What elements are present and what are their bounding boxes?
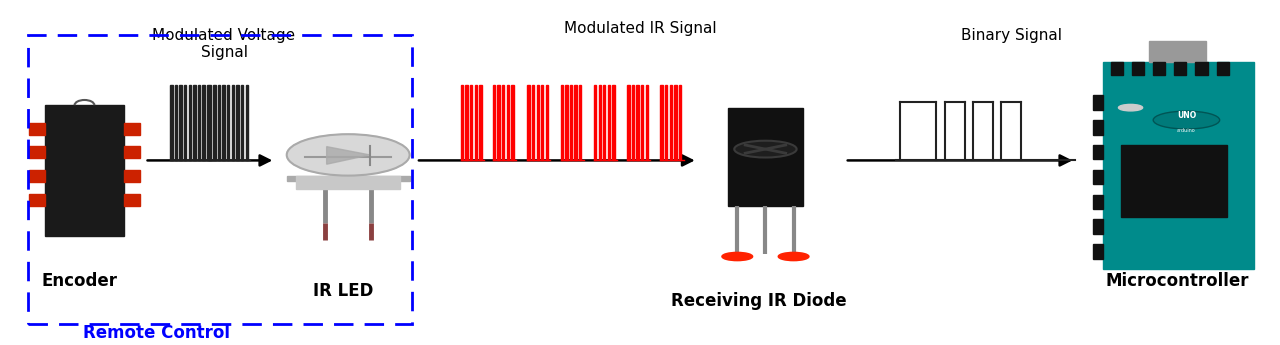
Polygon shape — [326, 147, 370, 164]
Bar — [570, 85, 572, 160]
Bar — [170, 85, 173, 160]
Bar — [124, 194, 140, 206]
Text: Modulated Voltage
Signal: Modulated Voltage Signal — [152, 28, 296, 60]
Bar — [1111, 62, 1123, 75]
Bar — [29, 194, 45, 206]
Bar — [1093, 145, 1103, 159]
Bar — [287, 176, 410, 181]
Bar — [227, 85, 229, 160]
Bar — [470, 85, 472, 160]
Bar — [223, 85, 225, 160]
Bar — [175, 85, 177, 160]
Bar — [666, 85, 667, 160]
Bar — [575, 85, 577, 160]
Text: IR LED: IR LED — [312, 282, 374, 300]
Bar — [728, 108, 803, 206]
Bar — [124, 123, 140, 135]
Bar — [511, 85, 513, 160]
Bar — [232, 85, 234, 160]
Bar — [608, 85, 611, 160]
Bar — [1093, 195, 1103, 209]
Bar — [527, 85, 530, 160]
Bar — [507, 85, 509, 160]
Bar — [198, 85, 200, 160]
Bar — [1093, 120, 1103, 135]
Bar — [1196, 62, 1207, 75]
Bar — [594, 85, 596, 160]
Bar — [45, 105, 124, 236]
Bar — [1174, 62, 1187, 75]
Bar — [541, 85, 544, 160]
Text: Encoder: Encoder — [41, 272, 118, 290]
Bar — [479, 85, 481, 160]
Bar — [498, 85, 499, 160]
Bar — [1217, 62, 1229, 75]
Text: Remote Control: Remote Control — [83, 324, 230, 342]
Text: Microcontroller: Microcontroller — [1106, 272, 1249, 290]
Bar — [627, 85, 630, 160]
Bar — [675, 85, 677, 160]
Bar — [184, 85, 187, 160]
Bar — [29, 146, 45, 158]
Bar — [603, 85, 605, 160]
Bar — [536, 85, 539, 160]
Bar — [124, 170, 140, 182]
Bar — [246, 85, 248, 160]
Bar — [124, 146, 140, 158]
Bar — [636, 85, 639, 160]
Bar — [188, 85, 191, 160]
Bar — [532, 85, 534, 160]
Bar — [561, 85, 563, 160]
Bar — [237, 85, 238, 160]
Bar — [241, 85, 243, 160]
Bar — [1148, 41, 1206, 62]
Bar — [669, 85, 672, 160]
Circle shape — [735, 141, 796, 158]
Text: Modulated IR Signal: Modulated IR Signal — [563, 21, 717, 36]
Text: Binary Signal: Binary Signal — [961, 28, 1061, 42]
Circle shape — [722, 252, 753, 261]
Bar — [1153, 62, 1165, 75]
Bar — [1103, 62, 1254, 269]
Bar — [209, 85, 211, 160]
Bar — [207, 85, 210, 160]
Bar — [641, 85, 644, 160]
Bar — [29, 170, 45, 182]
Bar — [179, 85, 182, 160]
Bar — [566, 85, 567, 160]
Circle shape — [1153, 111, 1220, 129]
Bar — [202, 85, 205, 160]
Bar — [193, 85, 196, 160]
Text: UNO: UNO — [1176, 111, 1196, 120]
Bar — [1093, 219, 1103, 234]
Bar — [599, 85, 600, 160]
Bar — [214, 85, 215, 160]
Text: arduino: arduino — [1178, 128, 1196, 133]
Bar — [645, 85, 648, 160]
Bar — [678, 85, 681, 160]
Bar — [218, 85, 220, 160]
Bar — [1093, 244, 1103, 259]
Bar — [29, 123, 45, 135]
Bar — [461, 85, 463, 160]
Bar — [296, 176, 401, 189]
Bar — [612, 85, 614, 160]
Text: Receiving IR Diode: Receiving IR Diode — [671, 293, 847, 310]
Bar — [475, 85, 477, 160]
Bar — [1132, 62, 1144, 75]
Bar — [493, 85, 495, 160]
Bar — [579, 85, 581, 160]
Ellipse shape — [287, 134, 410, 176]
Circle shape — [778, 252, 809, 261]
Bar — [632, 85, 634, 160]
Circle shape — [1119, 105, 1143, 111]
Bar — [1093, 95, 1103, 110]
Bar — [466, 85, 467, 160]
Bar — [1093, 170, 1103, 184]
Bar — [1121, 145, 1228, 217]
Bar — [502, 85, 504, 160]
Bar — [660, 85, 663, 160]
Bar — [545, 85, 548, 160]
